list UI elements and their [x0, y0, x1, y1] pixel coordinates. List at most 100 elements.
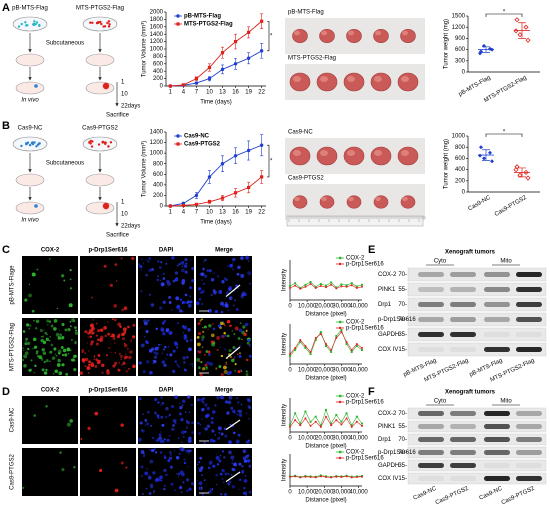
tumor-shine — [374, 76, 382, 82]
speck — [215, 473, 219, 477]
y-tick-label: 800 — [153, 161, 164, 167]
x-tick-label: 10,000 — [298, 304, 317, 310]
speck — [33, 371, 36, 374]
speck — [86, 342, 88, 344]
row-label: Cas9-NC — [10, 407, 16, 432]
speck — [150, 448, 154, 453]
photo-label: MTS-PTGS2-Flag — [288, 56, 336, 62]
band — [418, 272, 444, 277]
band — [484, 437, 510, 442]
tumor-photo — [400, 28, 416, 44]
band — [516, 302, 542, 307]
speck — [231, 330, 234, 332]
mouse — [85, 81, 115, 95]
speck — [208, 353, 211, 357]
speck — [219, 472, 223, 476]
speck — [189, 295, 192, 298]
fraction-label: Mito — [500, 259, 512, 265]
speck — [177, 437, 180, 440]
tumor-photo — [343, 72, 365, 92]
scale-label: 10 μm — [199, 487, 216, 493]
speck — [99, 468, 103, 473]
speck — [144, 424, 147, 427]
point — [488, 150, 492, 155]
speck — [238, 352, 242, 355]
speck — [170, 482, 174, 486]
speck — [67, 327, 71, 332]
site-label: In vivo — [21, 98, 39, 104]
speck — [211, 429, 215, 433]
legend-label: MTS-PTGS2-Flag — [184, 22, 233, 28]
speck — [183, 458, 186, 461]
marker — [340, 285, 343, 288]
speck — [141, 429, 145, 433]
micrograph — [80, 396, 136, 444]
speck — [118, 368, 121, 372]
speck — [162, 300, 166, 304]
speck — [33, 345, 38, 349]
speck — [238, 328, 243, 333]
speck — [32, 347, 34, 350]
speck — [104, 334, 108, 338]
speck — [161, 321, 165, 325]
marker — [335, 419, 338, 422]
speck — [35, 327, 38, 330]
point — [525, 37, 531, 43]
speck — [45, 368, 48, 372]
speck — [234, 356, 236, 358]
speck — [177, 322, 179, 325]
speck — [181, 430, 185, 435]
blot-title: Xenograft tumors — [445, 250, 496, 256]
speck — [36, 350, 39, 353]
speck — [224, 334, 227, 337]
speck — [210, 488, 213, 491]
speck — [96, 360, 101, 365]
speck — [123, 306, 128, 311]
speck — [61, 363, 65, 367]
cell — [100, 22, 103, 26]
speck — [159, 475, 163, 480]
speck — [65, 372, 69, 376]
channel-label: COX-2 — [41, 388, 60, 394]
speck — [165, 469, 167, 471]
cell — [109, 141, 113, 144]
photo-label: Cas9-NC — [288, 130, 313, 136]
band — [450, 272, 476, 277]
speck — [224, 472, 228, 476]
speck — [226, 319, 231, 324]
marker — [319, 333, 322, 335]
speck — [137, 437, 142, 442]
speck — [61, 335, 65, 340]
band — [450, 302, 476, 307]
speck — [237, 433, 241, 437]
cell — [25, 142, 28, 145]
band — [484, 347, 510, 352]
speck — [208, 460, 213, 465]
x-tick-label: 10,000 — [298, 368, 317, 374]
marker — [207, 175, 212, 179]
speck — [105, 354, 108, 357]
marker — [335, 414, 338, 416]
speck — [174, 395, 178, 399]
speck — [50, 324, 54, 328]
y-tick-label: 1200 — [452, 25, 466, 31]
speck — [170, 309, 173, 311]
speck — [95, 358, 99, 361]
speck — [28, 327, 31, 330]
marker — [220, 196, 225, 200]
mouse — [15, 201, 45, 215]
marker — [340, 420, 343, 423]
speck — [111, 333, 115, 338]
speck — [31, 272, 36, 277]
speck — [178, 412, 182, 416]
speck — [48, 339, 51, 342]
speck — [167, 459, 171, 463]
speck — [23, 349, 25, 351]
speck — [33, 320, 35, 322]
speck — [222, 322, 225, 326]
cell — [107, 145, 110, 148]
x-axis-label: Distance (pixel) — [305, 376, 346, 382]
speck — [223, 427, 227, 431]
tumor — [34, 84, 38, 88]
x-tick-label: 20,000 — [315, 368, 334, 374]
